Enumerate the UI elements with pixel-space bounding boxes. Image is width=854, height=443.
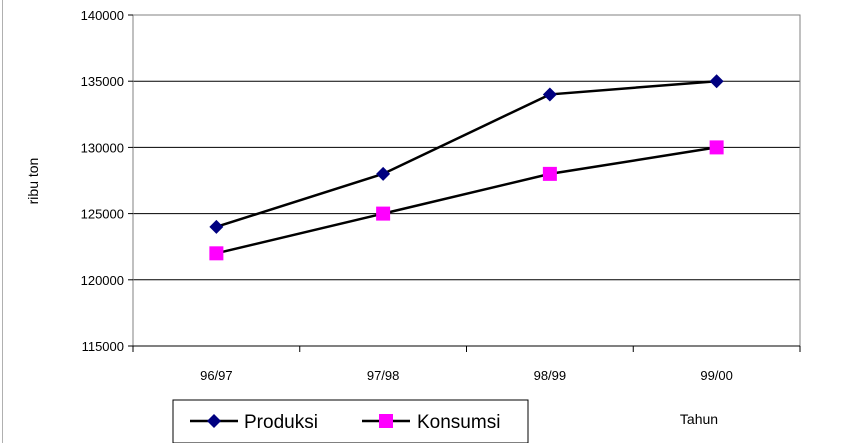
x-tick-label: 99/00 <box>700 368 733 383</box>
legend-item-produksi: Produksi <box>190 412 318 433</box>
series-layer <box>209 74 724 261</box>
x-axis-title: Tahun <box>680 411 718 427</box>
data-point-konsumsi <box>542 166 557 181</box>
x-axis-ticks: 96/97 97/98 98/99 99/00 <box>132 345 801 383</box>
data-point-produksi <box>709 74 724 89</box>
data-point-produksi <box>209 219 224 234</box>
y-tick-label: 120000 <box>81 273 124 288</box>
data-point-konsumsi <box>209 246 224 261</box>
y-tick-label: 140000 <box>81 8 124 23</box>
x-tick-label: 97/98 <box>367 368 400 383</box>
y-tick-label: 130000 <box>81 140 124 155</box>
legend-marker-produksi <box>207 414 221 428</box>
data-point-produksi <box>376 166 391 181</box>
y-axis-ticks: 115000 120000 125000 130000 135000 140000 <box>81 8 133 354</box>
y-tick-label: 115000 <box>82 339 124 354</box>
legend-item-konsumsi: Konsumsi <box>362 412 500 433</box>
data-point-konsumsi <box>376 206 391 221</box>
legend: Produksi Konsumsi <box>172 399 529 443</box>
series-line-produksi <box>215 79 717 229</box>
legend-box <box>172 399 529 443</box>
x-tick-label: 98/99 <box>534 368 567 383</box>
data-point-produksi <box>542 87 557 102</box>
legend-label-konsumsi: Konsumsi <box>417 412 500 433</box>
x-tick-label: 96/97 <box>200 368 233 383</box>
plot-area <box>132 14 801 347</box>
gridlines <box>133 14 800 281</box>
y-tick-label: 125000 <box>81 207 124 222</box>
data-point-konsumsi <box>709 140 724 155</box>
y-axis-title: ribu ton <box>25 158 41 205</box>
series-line-konsumsi <box>216 146 717 255</box>
legend-label-produksi: Produksi <box>244 412 318 433</box>
y-tick-label: 135000 <box>81 74 124 89</box>
legend-marker-konsumsi <box>379 414 393 428</box>
